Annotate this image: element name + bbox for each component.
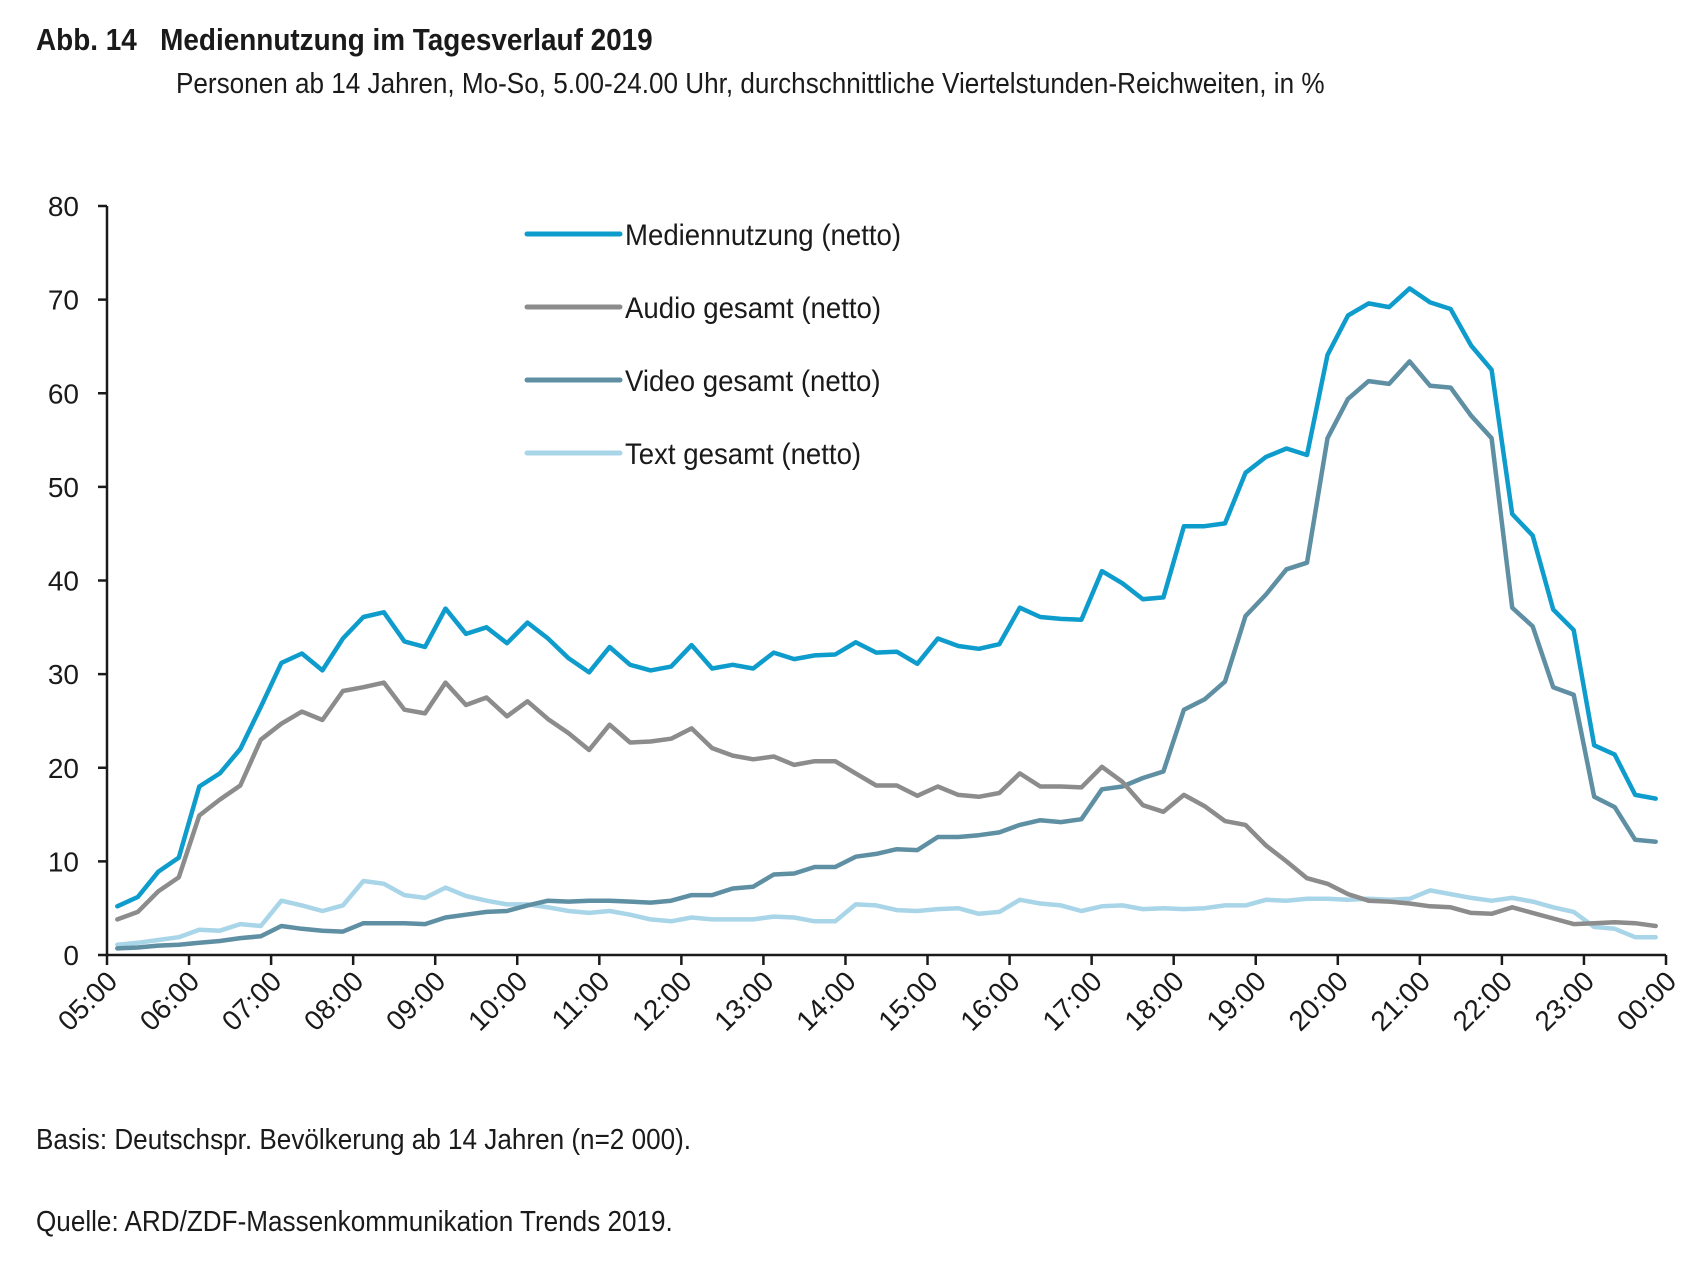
- legend-label: Audio gesamt (netto): [625, 292, 881, 325]
- y-tick-label: 40: [48, 566, 79, 597]
- series-line-video-gesamt-netto: [115, 359, 1658, 951]
- y-tick-label: 0: [63, 940, 79, 971]
- y-tick-label: 30: [48, 659, 79, 690]
- basis-note: Basis: Deutschspr. Bevölkerung ab 14 Jah…: [36, 1124, 692, 1156]
- series-line-mediennutzung-netto: [115, 286, 1658, 909]
- y-axis: 0 10 20 30 40 50 60 70 80: [48, 191, 109, 971]
- x-tick-label: 10:00: [462, 965, 533, 1036]
- figure-number: Abb. 14: [36, 22, 137, 57]
- chart-subtitle: Personen ab 14 Jahren, Mo-So, 5.00-24.00…: [176, 68, 1325, 100]
- x-tick-label: 19:00: [1201, 965, 1272, 1036]
- x-tick-label: 06:00: [134, 965, 205, 1036]
- x-tick-label: 20:00: [1283, 965, 1354, 1036]
- x-tick-label: 14:00: [790, 965, 861, 1036]
- x-tick-label: 16:00: [954, 965, 1025, 1036]
- y-tick-label: 60: [48, 378, 79, 409]
- series-layer: [115, 286, 1658, 951]
- legend-label: Mediennutzung (netto): [625, 219, 901, 252]
- x-tick-label: 08:00: [298, 965, 369, 1036]
- figure-heading: Abb. 14 Mediennutzung im Tagesverlauf 201…: [36, 22, 653, 58]
- y-tick-label: 80: [48, 191, 79, 222]
- series-line-audio-gesamt-netto: [115, 680, 1658, 929]
- x-tick-label: 05:00: [52, 965, 123, 1036]
- y-tick-label: 20: [48, 753, 79, 784]
- chart-title: Mediennutzung im Tagesverlauf 2019: [160, 22, 653, 57]
- x-tick-label: 17:00: [1036, 965, 1107, 1036]
- x-axis: 05:00 06:00 07:00 08:00 09:00 10:00 11:00 12:00…: [52, 953, 1682, 1037]
- line-chart: 0 10 20 30 40 50 60 70 80 05:00 06:00 07:00 08:00 09…: [48, 191, 1682, 1037]
- x-tick-label: 15:00: [872, 965, 943, 1036]
- x-tick-label: 11:00: [546, 965, 616, 1035]
- x-tick-label: 21:00: [1365, 965, 1436, 1036]
- series-line-text-gesamt-netto: [115, 878, 1658, 947]
- legend: Mediennutzung (netto) Audio gesamt (netto…: [524, 219, 901, 471]
- x-tick-label: 00:00: [1611, 965, 1682, 1036]
- legend-label: Video gesamt (netto): [625, 365, 881, 398]
- legend-label: Text gesamt (netto): [625, 438, 861, 471]
- y-tick-label: 70: [48, 285, 79, 316]
- x-tick-label: 18:00: [1118, 965, 1189, 1036]
- x-tick-label: 13:00: [708, 965, 779, 1036]
- source-note: Quelle: ARD/ZDF-Massenkommunikation Tren…: [36, 1206, 673, 1238]
- x-tick-label: 07:00: [216, 965, 287, 1036]
- y-tick-label: 10: [48, 846, 79, 877]
- x-tick-label: 23:00: [1529, 965, 1600, 1036]
- x-tick-label: 09:00: [380, 965, 451, 1036]
- y-tick-label: 50: [48, 472, 79, 503]
- x-tick-label: 22:00: [1447, 965, 1518, 1036]
- x-tick-label: 12:00: [626, 965, 697, 1036]
